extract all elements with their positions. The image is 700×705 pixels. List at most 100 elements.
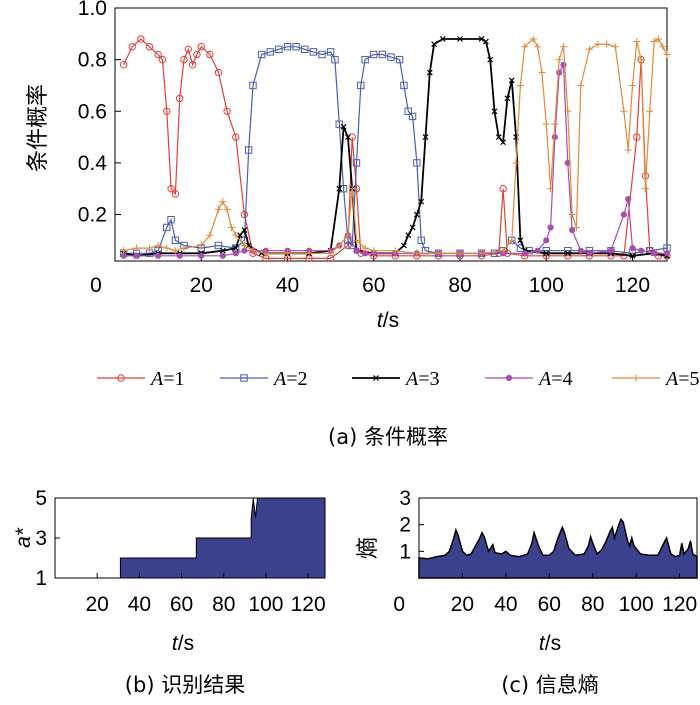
series-a5-point bbox=[335, 242, 343, 250]
chart-a-xlabel: t/s bbox=[377, 309, 399, 332]
series-a3-point bbox=[482, 38, 489, 45]
series-a5-point bbox=[219, 198, 227, 206]
series-a3-point bbox=[517, 237, 524, 244]
series-a2-point bbox=[283, 43, 292, 51]
legend-item-a3: A=3 bbox=[352, 368, 440, 390]
series-a1-point bbox=[167, 185, 175, 193]
series-a2-point bbox=[378, 50, 387, 59]
series-a5-point bbox=[232, 231, 240, 239]
series-a5-point bbox=[560, 43, 567, 51]
series-a3-point bbox=[543, 250, 550, 257]
series-a1-point bbox=[344, 241, 352, 250]
series-a2-point bbox=[357, 81, 365, 90]
series-a5-point bbox=[663, 50, 671, 58]
series-a5-point bbox=[434, 249, 442, 257]
series-a2-point bbox=[326, 48, 335, 56]
series-a3-point bbox=[508, 77, 515, 84]
series-a2-point bbox=[163, 223, 171, 232]
series-a4-point bbox=[551, 133, 558, 141]
series-a2-point bbox=[387, 53, 395, 61]
chart-a-series bbox=[119, 35, 671, 263]
series-a3-point bbox=[219, 247, 226, 254]
series-a5-point bbox=[348, 185, 356, 193]
series-a5-point bbox=[547, 185, 555, 193]
series-a3-point bbox=[431, 41, 438, 48]
series-a4-point bbox=[547, 224, 554, 231]
series-a1-point bbox=[197, 43, 205, 51]
legend-item-a4: A=4 bbox=[485, 368, 573, 390]
series-a4-point bbox=[650, 250, 658, 257]
chart-c-ytick-label: 3 bbox=[399, 487, 411, 510]
series-a3-point bbox=[340, 123, 347, 130]
chart-a-xtick-label: 80 bbox=[448, 274, 471, 297]
series-a4-point bbox=[521, 250, 528, 257]
series-a2-point bbox=[404, 107, 412, 115]
legend-swatch-marker bbox=[117, 374, 125, 382]
chart-b-area bbox=[55, 497, 326, 579]
series-a5-point bbox=[223, 205, 231, 213]
legend-swatch-marker bbox=[240, 374, 248, 382]
series-a3-point bbox=[500, 139, 507, 146]
series-a2-point bbox=[408, 112, 417, 121]
chart-a-xlabel-unit: /s bbox=[383, 309, 399, 332]
series-a5-point bbox=[499, 247, 507, 255]
chart-c-ytick-label: 2 bbox=[399, 514, 411, 537]
series-a5-point bbox=[154, 242, 162, 250]
chart-c-ytick-label: 1 bbox=[399, 540, 411, 563]
series-a4-point bbox=[556, 69, 563, 76]
series-a1-point bbox=[180, 55, 188, 64]
series-a5-point bbox=[577, 81, 585, 89]
series-a1-point bbox=[145, 43, 154, 51]
chart-c-ytick-label: 0 bbox=[393, 593, 405, 616]
series-a5-point bbox=[478, 249, 486, 257]
series-a5-point bbox=[542, 120, 550, 128]
series-a5-point bbox=[284, 249, 291, 257]
series-a5-point bbox=[361, 244, 369, 252]
chart-c-xtick-label: 100 bbox=[619, 593, 654, 616]
series-a5-point bbox=[391, 247, 399, 255]
series-a2-point bbox=[395, 55, 404, 64]
legend-item-a1: A=1 bbox=[97, 368, 185, 390]
series-a5-point bbox=[594, 40, 602, 48]
legend-label: A=4 bbox=[537, 368, 573, 390]
series-a2-point bbox=[339, 185, 348, 193]
series-a2-point bbox=[171, 236, 180, 245]
series-a5-point bbox=[620, 107, 628, 115]
series-a5-point bbox=[654, 35, 662, 43]
series-a5-point bbox=[240, 242, 248, 250]
chart-a-ytick-label: 0.6 bbox=[78, 100, 107, 123]
series-a5-point bbox=[659, 43, 667, 51]
chart-a-xtick-label: 120 bbox=[615, 274, 650, 297]
series-a4-point bbox=[198, 252, 205, 259]
series-a3-point bbox=[237, 232, 243, 239]
series-a2-line bbox=[123, 46, 668, 254]
series-a2-point bbox=[417, 236, 425, 245]
series-a4-point bbox=[176, 252, 183, 259]
chart-c-ticks: 1 2 3 0 20 40 60 80 100 120 bbox=[393, 487, 697, 616]
series-a5-point bbox=[262, 249, 270, 257]
series-a5-line bbox=[123, 38, 668, 254]
chart-b-xtick-label: 100 bbox=[248, 593, 283, 616]
series-a1-point bbox=[193, 50, 201, 59]
series-a5-point bbox=[206, 231, 214, 239]
series-a5-point bbox=[637, 56, 645, 64]
chart-a: 0.20.40.60.81.00 20 40 60 80 100 120 条件概率 t/s … bbox=[26, 0, 700, 449]
legend-label: A=3 bbox=[404, 368, 440, 390]
series-a5-point bbox=[305, 249, 313, 257]
legend-item-a5: A=5 bbox=[612, 368, 700, 390]
series-a5-point bbox=[171, 247, 179, 255]
series-a3-line bbox=[123, 38, 668, 257]
chart-c-xtick-label: 40 bbox=[494, 593, 517, 616]
chart-a-ytick-label: 0.4 bbox=[78, 152, 108, 175]
series-a4-point bbox=[607, 247, 615, 254]
series-a1-point bbox=[163, 107, 171, 115]
series-a5-point bbox=[413, 249, 421, 257]
chart-c-xlabel-unit: /s bbox=[545, 632, 561, 655]
series-a3-point bbox=[422, 134, 429, 141]
series-a4-point bbox=[155, 252, 162, 259]
chart-c-area bbox=[418, 517, 698, 579]
series-a3-point bbox=[487, 56, 494, 63]
chart-c-xlabel: t/s bbox=[539, 632, 561, 655]
series-a3-point bbox=[439, 36, 446, 42]
series-a2-point bbox=[318, 50, 326, 59]
